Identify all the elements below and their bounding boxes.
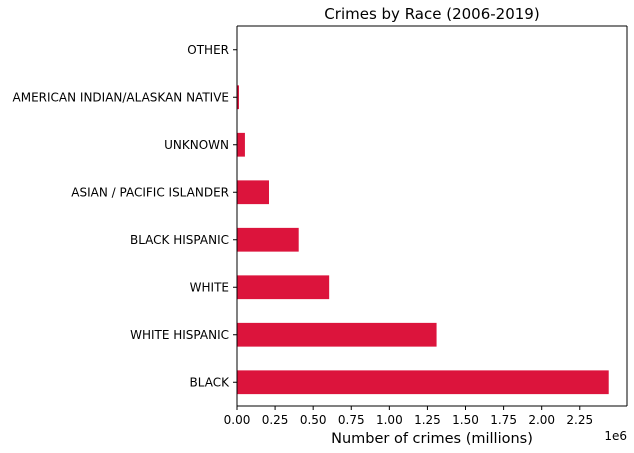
y-tick-label: ASIAN / PACIFIC ISLANDER	[71, 185, 229, 199]
x-tick-label: 2.25	[566, 413, 593, 427]
y-tick-label: UNKNOWN	[164, 138, 229, 152]
y-tick-label: AMERICAN INDIAN/ALASKAN NATIVE	[13, 90, 230, 104]
x-tick-label: 1.25	[414, 413, 441, 427]
bars-layer	[237, 37, 609, 395]
y-tick-label: WHITE HISPANIC	[130, 328, 229, 342]
y-tick-label: OTHER	[187, 43, 229, 57]
x-tick-label: 1.00	[376, 413, 403, 427]
bar	[237, 370, 609, 395]
x-tick-label: 0.00	[224, 413, 251, 427]
x-tick-label: 1.75	[490, 413, 517, 427]
y-axis-ticks: BLACK WHITE HISPANIC WHITE BLACK HISPANIC AS…	[13, 43, 237, 389]
chart-title: Crimes by Race (2006-2019)	[324, 5, 539, 23]
bar	[237, 180, 269, 205]
x-tick-label: 0.75	[338, 413, 365, 427]
x-tick-label: 0.25	[262, 413, 289, 427]
x-tick-label: 2.00	[528, 413, 555, 427]
bar	[237, 85, 239, 110]
bar	[237, 322, 437, 347]
axes-layer	[236, 25, 628, 407]
y-tick-label: WHITE	[190, 280, 229, 294]
y-tick-label: BLACK	[190, 375, 231, 389]
x-axis-offset-label: 1e6	[604, 429, 627, 443]
bar	[237, 132, 245, 157]
bar	[237, 275, 330, 300]
x-axis-title: Number of crimes (millions)	[331, 431, 533, 447]
x-tick-label: 0.50	[300, 413, 327, 427]
x-tick-label: 1.50	[452, 413, 479, 427]
x-axis-ticks: 0.00 0.25 0.50 0.75 1.00 1.25 1.50 1.75 2.00 2.25	[224, 406, 593, 427]
bar	[237, 227, 299, 252]
y-tick-label: BLACK HISPANIC	[130, 233, 229, 247]
